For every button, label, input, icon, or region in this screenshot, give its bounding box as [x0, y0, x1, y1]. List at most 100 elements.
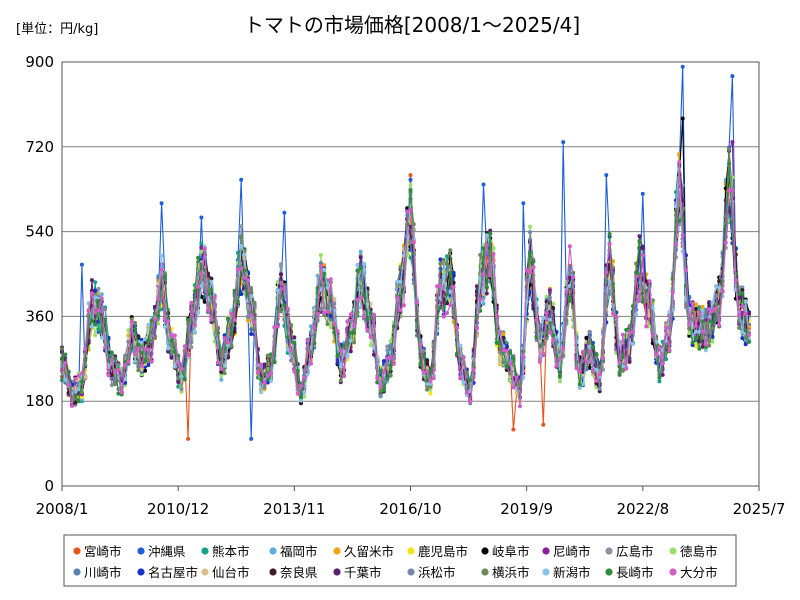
data-point	[139, 351, 144, 355]
x-tick-label: 2022/8	[616, 500, 669, 518]
data-point	[282, 210, 287, 215]
data-point	[249, 436, 254, 441]
data-point	[385, 376, 390, 381]
data-point	[445, 254, 449, 259]
data-point	[478, 252, 483, 257]
data-point	[494, 313, 499, 318]
data-point	[299, 395, 303, 400]
data-point	[604, 270, 609, 275]
data-point	[587, 365, 592, 370]
legend-label: 奈良県	[280, 565, 318, 580]
data-point	[528, 224, 532, 229]
data-point	[196, 310, 201, 315]
data-point	[597, 386, 602, 391]
data-point	[697, 310, 702, 315]
legend-marker	[201, 568, 209, 576]
data-point	[378, 393, 383, 398]
data-point	[541, 422, 546, 427]
data-point	[484, 243, 489, 248]
data-point	[159, 201, 164, 206]
legend-label: 浜松市	[418, 565, 456, 580]
data-point	[481, 272, 486, 277]
data-point	[693, 302, 698, 307]
data-point	[249, 332, 254, 336]
data-point	[577, 369, 582, 374]
data-point	[730, 187, 735, 192]
data-point	[239, 177, 244, 182]
data-point	[657, 379, 662, 384]
data-point	[670, 290, 675, 295]
data-point	[189, 300, 194, 305]
data-point	[308, 361, 313, 366]
data-point	[700, 308, 705, 313]
data-point	[693, 329, 698, 334]
data-point	[441, 261, 446, 266]
data-point	[139, 363, 144, 368]
data-point	[355, 297, 360, 302]
data-point	[723, 240, 728, 245]
data-point	[239, 266, 244, 271]
data-point	[89, 291, 94, 296]
data-point	[640, 246, 645, 251]
legend-marker	[407, 547, 415, 555]
y-tick-label: 720	[25, 138, 54, 156]
data-point	[680, 233, 685, 238]
legend-label: 久留米市	[344, 544, 394, 559]
data-point	[591, 344, 595, 349]
data-point	[474, 326, 479, 331]
data-point	[501, 331, 506, 336]
legend-marker	[542, 547, 550, 555]
data-point	[332, 321, 337, 326]
data-point	[192, 323, 197, 328]
data-point	[355, 268, 360, 273]
data-point	[146, 322, 151, 327]
data-point	[660, 361, 665, 366]
data-point	[428, 379, 433, 384]
data-point	[133, 326, 137, 331]
data-point	[710, 320, 715, 325]
data-point	[388, 355, 393, 359]
data-point	[109, 383, 114, 388]
data-point	[468, 399, 473, 404]
data-point	[657, 375, 662, 380]
data-point	[139, 340, 144, 345]
data-point	[179, 387, 184, 392]
data-point	[368, 343, 373, 348]
data-point	[136, 346, 141, 351]
data-point	[511, 355, 516, 360]
data-point	[302, 390, 307, 395]
data-point	[93, 288, 98, 293]
data-point	[113, 370, 118, 375]
data-point	[66, 382, 71, 387]
data-point	[362, 261, 366, 266]
data-point	[654, 352, 659, 357]
data-point	[76, 399, 81, 404]
data-point	[239, 224, 244, 229]
legend-label: 宮崎市	[84, 544, 122, 559]
data-point	[196, 255, 201, 260]
legend-marker	[73, 547, 81, 555]
data-point	[146, 347, 151, 352]
data-point	[262, 380, 267, 385]
data-point	[335, 329, 340, 334]
data-point	[514, 375, 519, 380]
data-point	[99, 296, 104, 301]
data-point	[335, 361, 340, 366]
data-point	[358, 295, 363, 299]
data-point	[162, 274, 167, 279]
data-point	[186, 317, 191, 322]
data-point	[584, 359, 589, 364]
data-point	[362, 315, 366, 320]
data-point	[431, 376, 436, 381]
data-point	[159, 253, 164, 258]
data-point	[730, 140, 735, 145]
data-point	[99, 329, 104, 334]
data-point	[172, 364, 177, 369]
data-point	[242, 252, 247, 257]
legend-label: 新潟市	[553, 565, 591, 580]
data-point	[348, 338, 353, 343]
data-point	[143, 368, 147, 373]
data-point	[531, 259, 536, 264]
data-point	[156, 296, 161, 301]
data-point	[594, 378, 599, 383]
